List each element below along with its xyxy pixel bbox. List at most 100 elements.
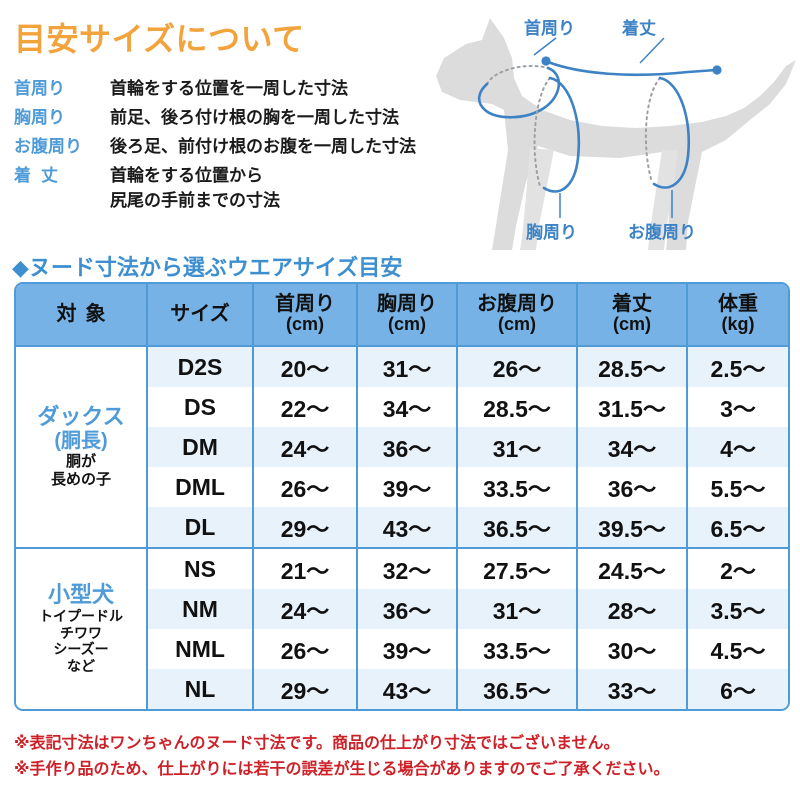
cell-chest: 31〜	[358, 347, 458, 387]
size-table: 対象 サイズ 首周り (cm) 胸周り (cm) お腹周り	[14, 282, 790, 711]
definition-desc-length: 首輪をする位置から 尻尾の手前までの寸法	[110, 163, 280, 213]
footnotes: ※表記寸法はワンちゃんのヌード寸法です。商品の仕上がり寸法ではございません。 ※…	[14, 731, 794, 783]
col-header-neck-label: 首周り	[275, 293, 335, 316]
cell-length: 36〜	[578, 467, 688, 507]
belly-ellipse-hidden-arc	[644, 77, 661, 183]
cell-chest: 34〜	[358, 387, 458, 427]
diagram-label-neck: 首周り	[524, 19, 575, 38]
cell-length: 24.5〜	[578, 547, 688, 589]
length-start-dot	[541, 56, 551, 66]
table-row: DML 26〜 39〜 33.5〜 36〜 5.5〜	[16, 467, 788, 507]
cell-size: NM	[148, 589, 254, 629]
cell-length: 34〜	[578, 427, 688, 467]
col-header-length-label: 着丈	[612, 293, 652, 316]
cell-chest: 36〜	[358, 427, 458, 467]
section-heading: ◆ヌード寸法から選ぶウエアサイズ目安	[12, 255, 403, 280]
cell-belly: 31〜	[458, 427, 578, 467]
definition-row: 首周り 首輪をする位置を一周した寸法	[14, 76, 574, 101]
definition-desc-length-line2: 尻尾の手前までの寸法	[110, 191, 280, 210]
dog-measurement-diagram: 首周り 着丈 胸周り お腹周り	[430, 0, 800, 255]
cell-belly: 28.5〜	[458, 387, 578, 427]
measurement-definition-list: 首周り 首輪をする位置を一周した寸法 胸周り 前足、後ろ付け根の胸を一周した寸法…	[14, 76, 574, 217]
cell-size: NL	[148, 669, 254, 709]
cell-weight: 2.5〜	[688, 347, 788, 387]
diagram-label-chest: 胸周り	[526, 223, 577, 242]
definition-row: お腹周り 後ろ足、前付け根のお腹を一周した寸法	[14, 134, 574, 159]
cell-belly: 31〜	[458, 589, 578, 629]
cell-weight: 3.5〜	[688, 589, 788, 629]
cell-size: DS	[148, 387, 254, 427]
cell-length: 28〜	[578, 589, 688, 629]
cell-weight: 4〜	[688, 427, 788, 467]
definition-desc-neck: 首輪をする位置を一周した寸法	[110, 79, 348, 98]
definition-row: 胸周り 前足、後ろ付け根の胸を一周した寸法	[14, 105, 574, 130]
col-header-chest-label: 胸周り	[377, 293, 437, 316]
category-note-line4: など	[67, 658, 95, 675]
table-row: NM 24〜 36〜 31〜 28〜 3.5〜	[16, 589, 788, 629]
cell-neck: 22〜	[254, 387, 358, 427]
diagram-label-belly: お腹周り	[628, 223, 696, 242]
table-row: ダックス (胴長) 胴が 長めの子 D2S 20〜 31〜 26〜 28.5〜 …	[16, 347, 788, 547]
cell-chest: 36〜	[358, 589, 458, 629]
col-header-belly-label: お腹周り	[477, 293, 557, 316]
col-header-length: 着丈 (cm)	[578, 284, 688, 347]
table-row: DS 22〜 34〜 28.5〜 31.5〜 3〜	[16, 387, 788, 427]
category-sub-label: (胴長)	[54, 430, 108, 453]
cell-chest: 39〜	[358, 467, 458, 507]
category-cell-dachshund: ダックス (胴長) 胴が 長めの子	[16, 347, 148, 547]
table-header-row: 対象 サイズ 首周り (cm) 胸周り (cm) お腹周り	[16, 284, 788, 347]
col-header-size-label: サイズ	[170, 302, 230, 325]
table-row: 小型犬 トイプードル チワワ シーズー など NS 21〜 32〜 27.5〜 …	[16, 547, 788, 709]
definition-term-belly: お腹周り	[14, 137, 82, 156]
cell-belly: 33.5〜	[458, 629, 578, 669]
cell-length: 28.5〜	[578, 347, 688, 387]
category-note-line3: シーズー	[53, 641, 109, 658]
category-note-line1: 胴が	[65, 452, 96, 470]
cell-size: DML	[148, 467, 254, 507]
cell-neck: 26〜	[254, 467, 358, 507]
neck-leader-line	[533, 37, 557, 56]
cell-belly: 27.5〜	[458, 547, 578, 589]
cell-length: 33〜	[578, 669, 688, 709]
col-header-target: 対象	[16, 284, 148, 347]
definition-term-neck: 首周り	[14, 79, 65, 98]
neck-ellipse-hidden-arc	[486, 64, 549, 85]
category-cell-small-dog: 小型犬 トイプードル チワワ シーズー など	[16, 547, 148, 709]
table-row: NL 29〜 43〜 36.5〜 33〜 6〜	[16, 669, 788, 709]
cell-neck: 29〜	[254, 669, 358, 709]
col-header-weight-unit: (kg)	[721, 314, 755, 335]
category-note-line1: トイプードル	[39, 607, 123, 624]
size-table-head: 対象 サイズ 首周り (cm) 胸周り (cm) お腹周り	[16, 284, 788, 347]
col-header-chest: 胸周り (cm)	[358, 284, 458, 347]
category-main-label: 小型犬	[47, 582, 114, 608]
cell-neck: 26〜	[254, 629, 358, 669]
definition-desc-chest: 前足、後ろ付け根の胸を一周した寸法	[110, 108, 399, 127]
chest-ellipse-arc	[542, 76, 581, 193]
diagram-label-length: 着丈	[622, 19, 656, 38]
cell-size: DM	[148, 427, 254, 467]
cell-weight: 4.5〜	[688, 629, 788, 669]
category-note-line2: チワワ	[60, 624, 102, 641]
definition-term-chest: 胸周り	[14, 108, 65, 127]
cell-size: NML	[148, 629, 254, 669]
col-header-length-unit: (cm)	[612, 314, 651, 335]
footnote-1: ※表記寸法はワンちゃんのヌード寸法です。商品の仕上がり寸法ではございません。	[14, 735, 620, 752]
size-table-container: 対象 サイズ 首周り (cm) 胸周り (cm) お腹周り	[14, 282, 790, 711]
definition-row: 着丈 首輪をする位置から 尻尾の手前までの寸法	[14, 163, 574, 213]
belly-ellipse-arc	[652, 76, 691, 189]
col-header-neck-unit: (cm)	[285, 314, 324, 335]
definition-desc-belly: 後ろ足、前付け根のお腹を一周した寸法	[110, 137, 416, 156]
footnote-2: ※手作り品のため、仕上がりには若干の誤差が生じる場合がありますのでご了承ください…	[14, 761, 670, 778]
cell-neck: 20〜	[254, 347, 358, 387]
cell-chest: 43〜	[358, 669, 458, 709]
chest-ellipse-hidden-arc	[533, 77, 551, 187]
cell-neck: 29〜	[254, 507, 358, 547]
cell-belly: 26〜	[458, 347, 578, 387]
cell-length: 39.5〜	[578, 507, 688, 547]
cell-length: 30〜	[578, 629, 688, 669]
neck-ellipse-arc	[477, 66, 561, 119]
table-row: DM 24〜 36〜 31〜 34〜 4〜	[16, 427, 788, 467]
cell-length: 31.5〜	[578, 387, 688, 427]
cell-belly: 33.5〜	[458, 467, 578, 507]
cell-weight: 3〜	[688, 387, 788, 427]
